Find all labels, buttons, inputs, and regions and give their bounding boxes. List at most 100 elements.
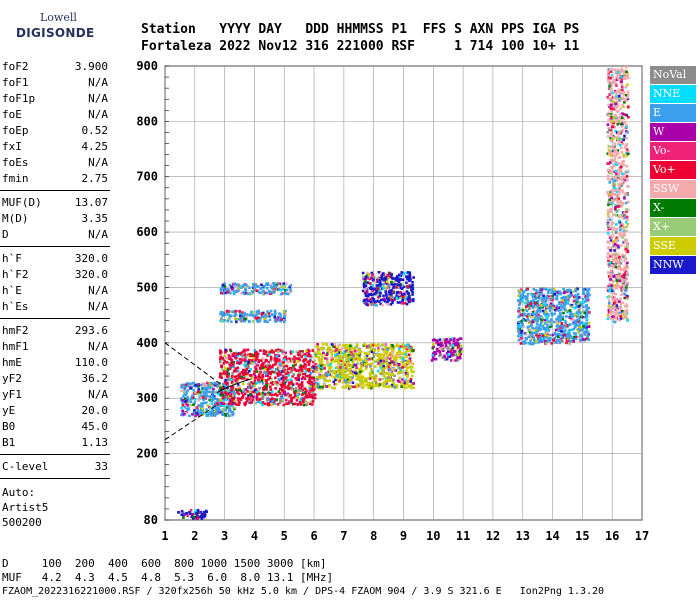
- echo-point: [530, 314, 534, 318]
- echo-point: [526, 300, 530, 303]
- echo-point: [614, 172, 618, 176]
- echo-point: [563, 304, 566, 307]
- echo-point: [267, 398, 270, 401]
- echo-point: [343, 363, 347, 367]
- echo-point: [226, 288, 230, 291]
- echo-point: [616, 307, 620, 310]
- echo-point: [607, 275, 611, 278]
- echo-point: [407, 292, 410, 296]
- echo-point: [625, 303, 628, 306]
- echo-point: [303, 377, 307, 381]
- echo-point: [624, 247, 628, 250]
- echo-point: [536, 335, 540, 339]
- echo-point: [624, 93, 628, 97]
- echo-point: [541, 336, 544, 340]
- echo-point: [412, 298, 415, 301]
- echo-point: [293, 355, 296, 359]
- echo-point: [289, 394, 293, 397]
- echo-point: [611, 152, 614, 155]
- echo-point: [261, 387, 265, 390]
- echo-point: [441, 344, 444, 347]
- echo-point: [608, 282, 612, 286]
- echo-point: [355, 384, 358, 388]
- echo-point: [244, 348, 247, 352]
- echo-point: [546, 321, 549, 324]
- echo-point: [351, 381, 355, 385]
- file-info-line: FZAOM_2022316221000.RSF / 320fx256h 50 k…: [2, 586, 605, 597]
- echo-point: [250, 395, 254, 398]
- echo-point: [615, 153, 618, 157]
- echo-cluster: [219, 309, 287, 324]
- echo-point: [617, 68, 620, 72]
- echo-point: [230, 310, 233, 314]
- echo-point: [556, 335, 560, 339]
- echo-point: [623, 283, 626, 287]
- echo-point: [239, 389, 243, 392]
- echo-point: [214, 406, 218, 410]
- echo-point: [229, 402, 232, 405]
- echo-point: [397, 280, 401, 284]
- echo-point: [567, 334, 571, 337]
- echo-point: [404, 371, 408, 375]
- param-row: foF2 3.900: [2, 60, 108, 76]
- echo-point: [626, 76, 630, 80]
- echo-point: [302, 398, 306, 402]
- echo-point: [180, 398, 183, 402]
- echo-point: [621, 223, 625, 227]
- echo-point: [244, 287, 247, 291]
- echo-point: [193, 391, 197, 394]
- echo-point: [310, 395, 313, 398]
- echo-point: [545, 316, 549, 320]
- echo-point: [620, 293, 623, 297]
- echo-point: [609, 70, 613, 73]
- echo-point: [588, 293, 591, 297]
- echo-point: [565, 289, 569, 292]
- echo-point: [326, 379, 330, 383]
- echo-point: [218, 375, 222, 379]
- echo-point: [606, 232, 610, 235]
- echo-point: [607, 301, 611, 305]
- echo-point: [255, 285, 259, 288]
- echo-point: [305, 349, 308, 353]
- echo-point: [226, 382, 229, 385]
- echo-point: [612, 244, 616, 248]
- echo-point: [226, 319, 230, 323]
- echo-point: [564, 323, 568, 326]
- echo-point: [243, 312, 247, 315]
- echo-point: [615, 193, 618, 197]
- echo-point: [575, 315, 579, 319]
- echo-point: [625, 225, 628, 229]
- echo-point: [230, 375, 234, 378]
- echo-point: [614, 253, 617, 257]
- echo-point: [220, 317, 223, 321]
- echo-point: [606, 123, 610, 126]
- echo-point: [201, 382, 204, 385]
- echo-point: [260, 312, 264, 315]
- echo-point: [626, 261, 629, 265]
- echo-point: [282, 403, 286, 407]
- echo-point: [310, 381, 313, 384]
- echo-point: [451, 359, 455, 362]
- echo-point: [390, 383, 394, 387]
- echo-point: [351, 365, 355, 369]
- echo-point: [411, 349, 415, 352]
- echo-point: [348, 372, 352, 375]
- echo-point: [296, 369, 300, 372]
- echo-point: [431, 346, 435, 350]
- echo-point: [358, 356, 361, 360]
- echo-point: [611, 189, 615, 192]
- echo-point: [615, 258, 618, 262]
- echo-point: [578, 296, 581, 299]
- echo-point: [615, 199, 619, 202]
- echo-point: [237, 287, 240, 290]
- echo-point: [573, 314, 576, 317]
- echo-point: [230, 378, 233, 381]
- echo-point: [378, 353, 381, 356]
- echo-point: [262, 284, 266, 288]
- echo-point: [288, 285, 292, 289]
- echo-point: [624, 192, 628, 195]
- echo-point: [377, 275, 381, 279]
- y-tick-label: 400: [136, 336, 158, 350]
- echo-point: [623, 101, 626, 104]
- echo-point: [253, 384, 256, 387]
